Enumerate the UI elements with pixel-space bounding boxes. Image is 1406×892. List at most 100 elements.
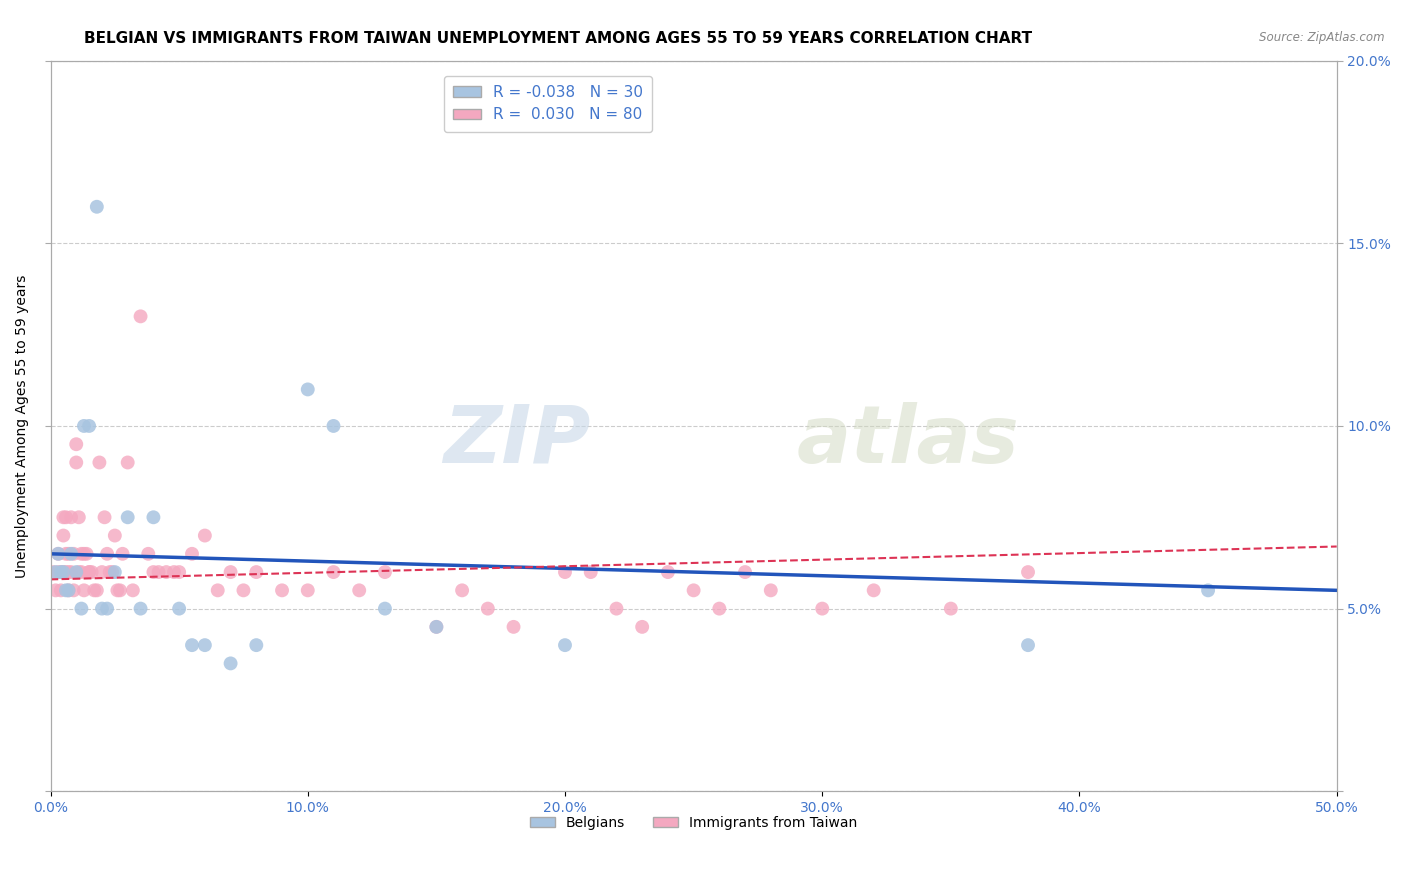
Point xyxy=(939,601,962,615)
Point xyxy=(117,455,139,469)
Point xyxy=(46,547,69,561)
Point xyxy=(374,601,396,615)
Point xyxy=(58,583,80,598)
Point xyxy=(52,528,75,542)
Text: BELGIAN VS IMMIGRANTS FROM TAIWAN UNEMPLOYMENT AMONG AGES 55 TO 59 YEARS CORRELA: BELGIAN VS IMMIGRANTS FROM TAIWAN UNEMPL… xyxy=(84,31,1032,46)
Point xyxy=(194,528,217,542)
Point xyxy=(65,455,87,469)
Point xyxy=(60,565,83,579)
Point xyxy=(104,565,127,579)
Point xyxy=(502,620,524,634)
Point xyxy=(862,583,884,598)
Point xyxy=(129,601,152,615)
Y-axis label: Unemployment Among Ages 55 to 59 years: Unemployment Among Ages 55 to 59 years xyxy=(15,274,30,578)
Text: ZIP: ZIP xyxy=(443,401,591,480)
Point xyxy=(55,547,77,561)
Point xyxy=(101,565,124,579)
Point xyxy=(142,510,165,524)
Point xyxy=(1197,583,1219,598)
Point xyxy=(107,583,129,598)
Point xyxy=(52,565,75,579)
Point xyxy=(682,583,704,598)
Point xyxy=(46,565,69,579)
Point xyxy=(83,583,105,598)
Point xyxy=(477,601,499,615)
Point xyxy=(96,601,118,615)
Point xyxy=(104,528,127,542)
Point xyxy=(70,565,93,579)
Point xyxy=(111,547,134,561)
Point xyxy=(167,565,190,579)
Point xyxy=(49,565,72,579)
Point xyxy=(58,565,80,579)
Point xyxy=(62,583,84,598)
Point xyxy=(297,583,319,598)
Point xyxy=(374,565,396,579)
Point xyxy=(93,510,115,524)
Point xyxy=(219,565,242,579)
Point xyxy=(45,583,67,598)
Point xyxy=(167,601,190,615)
Point xyxy=(759,583,782,598)
Point xyxy=(219,657,242,671)
Point xyxy=(70,547,93,561)
Point xyxy=(45,565,67,579)
Point xyxy=(76,547,98,561)
Point xyxy=(42,565,65,579)
Point xyxy=(49,565,72,579)
Point xyxy=(67,510,90,524)
Point xyxy=(55,565,77,579)
Point xyxy=(709,601,731,615)
Point xyxy=(297,383,319,397)
Point xyxy=(86,583,108,598)
Point xyxy=(136,547,159,561)
Point xyxy=(91,565,114,579)
Point xyxy=(425,620,447,634)
Point xyxy=(77,419,100,434)
Point xyxy=(194,638,217,652)
Point xyxy=(245,565,267,579)
Point xyxy=(91,601,114,615)
Point xyxy=(322,419,344,434)
Point xyxy=(271,583,294,598)
Point xyxy=(89,455,111,469)
Point xyxy=(67,565,90,579)
Point xyxy=(108,583,131,598)
Point xyxy=(322,565,344,579)
Point xyxy=(142,565,165,579)
Point xyxy=(734,565,756,579)
Text: Source: ZipAtlas.com: Source: ZipAtlas.com xyxy=(1260,31,1385,45)
Point xyxy=(60,510,83,524)
Point xyxy=(52,565,75,579)
Legend: Belgians, Immigrants from Taiwan: Belgians, Immigrants from Taiwan xyxy=(524,810,863,836)
Point xyxy=(58,547,80,561)
Point xyxy=(73,419,96,434)
Point xyxy=(811,601,834,615)
Point xyxy=(70,601,93,615)
Point xyxy=(49,583,72,598)
Point xyxy=(451,583,474,598)
Point xyxy=(579,565,602,579)
Point xyxy=(121,583,143,598)
Point xyxy=(232,583,254,598)
Point xyxy=(148,565,170,579)
Point xyxy=(55,583,77,598)
Point xyxy=(77,565,100,579)
Point xyxy=(207,583,229,598)
Point xyxy=(86,200,108,214)
Point xyxy=(425,620,447,634)
Point xyxy=(62,547,84,561)
Point xyxy=(65,437,87,451)
Point xyxy=(554,638,576,652)
Point xyxy=(181,547,204,561)
Point xyxy=(58,583,80,598)
Point xyxy=(631,620,654,634)
Point xyxy=(77,565,100,579)
Point xyxy=(245,638,267,652)
Point xyxy=(55,510,77,524)
Point xyxy=(657,565,679,579)
Text: atlas: atlas xyxy=(797,401,1019,480)
Point xyxy=(60,547,83,561)
Point xyxy=(80,565,103,579)
Point xyxy=(129,310,152,324)
